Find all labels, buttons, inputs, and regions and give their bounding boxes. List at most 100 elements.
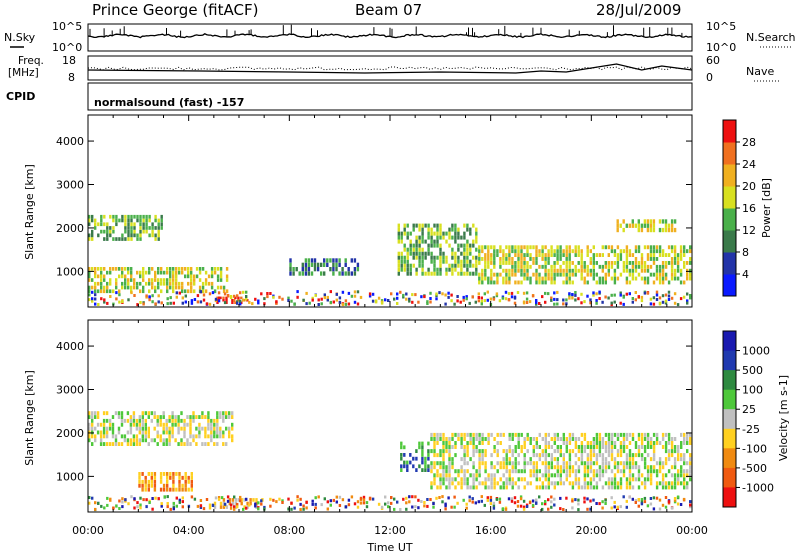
heatmap-cell xyxy=(535,268,538,273)
heatmap-cell xyxy=(492,504,496,508)
heatmap-cell xyxy=(323,296,326,300)
heatmap-cell xyxy=(562,453,565,458)
heatmap-cell xyxy=(634,461,638,466)
heatmap-cell xyxy=(689,261,692,265)
heatmap-cell xyxy=(622,268,626,273)
heatmap-cell xyxy=(320,262,323,267)
heatmap-cell xyxy=(610,261,614,265)
heatmap-cell xyxy=(142,302,145,306)
heatmap-cell xyxy=(439,243,442,248)
heatmap-cell xyxy=(332,267,335,272)
heatmap-cell xyxy=(178,483,181,488)
heatmap-cell xyxy=(88,267,91,271)
heatmap-cell xyxy=(583,261,586,265)
heatmap-cell xyxy=(403,445,406,450)
heatmap-cell xyxy=(448,465,451,470)
heatmap-cell xyxy=(559,253,562,257)
heatmap-cell xyxy=(601,276,604,281)
heatmap-cell xyxy=(105,442,109,446)
heatmap-cell xyxy=(508,249,511,254)
heatmap-cell xyxy=(403,263,406,268)
heatmap-cell xyxy=(571,465,575,470)
noise-spikes xyxy=(89,24,683,38)
heatmap-cell xyxy=(556,290,559,294)
heatmap-cell xyxy=(430,481,433,486)
heatmap-cell xyxy=(517,249,520,254)
heatmap-cell xyxy=(192,434,195,439)
heatmap-cell xyxy=(169,472,172,476)
heatmap-cell xyxy=(649,264,653,269)
heatmap-cell xyxy=(290,299,293,303)
heatmap-cell xyxy=(308,301,311,305)
heatmap-cell xyxy=(601,465,605,470)
heatmap-cell xyxy=(145,214,148,219)
heatmap-cell xyxy=(216,434,219,439)
heatmap-cell xyxy=(225,301,228,304)
heatmap-cell xyxy=(147,411,150,416)
heatmap-cell xyxy=(466,453,469,458)
heatmap-cell xyxy=(559,249,562,254)
heatmap-cell xyxy=(628,253,632,257)
heatmap-cell xyxy=(508,276,511,281)
y-tick-label: 1000 xyxy=(56,265,84,278)
heatmap-cell xyxy=(380,505,384,509)
heatmap-cell xyxy=(661,461,665,466)
heatmap-cell xyxy=(541,453,544,458)
heatmap-cell xyxy=(397,231,400,236)
heatmap-cell xyxy=(88,426,91,431)
heatmap-cell xyxy=(226,294,230,297)
heatmap-cell xyxy=(423,501,426,504)
heatmap-cell xyxy=(689,503,692,507)
colorbar-tick-label: 4 xyxy=(742,268,749,281)
heatmap-cell xyxy=(153,411,156,416)
heatmap-cell xyxy=(646,268,650,273)
heatmap-cell xyxy=(514,469,517,474)
heatmap-cell xyxy=(442,461,445,466)
heatmap-cell xyxy=(403,255,406,260)
heatmap-cell xyxy=(508,473,511,478)
heatmap-cell xyxy=(251,302,254,306)
heatmap-cell xyxy=(228,501,231,506)
heatmap-cell xyxy=(109,270,112,275)
heatmap-cell xyxy=(568,449,572,454)
heatmap-cell xyxy=(172,278,175,282)
heatmap-cell xyxy=(556,461,559,466)
heatmap-cell xyxy=(649,469,653,474)
heatmap-cell xyxy=(289,267,292,272)
heatmap-cell xyxy=(544,261,547,265)
heatmap-cell xyxy=(239,495,242,499)
colorbar-tick-label: -25 xyxy=(742,423,760,436)
heatmap-cell xyxy=(100,278,103,282)
heatmap-cell xyxy=(649,272,653,277)
heatmap-cell xyxy=(222,285,226,290)
heatmap-cell xyxy=(505,276,508,281)
heatmap-cell xyxy=(541,264,544,269)
heatmap-cell xyxy=(477,292,480,296)
heatmap-cell xyxy=(652,457,656,462)
heatmap-cell xyxy=(613,473,617,478)
heatmap-cell xyxy=(469,271,472,276)
heatmap-cell xyxy=(634,223,637,228)
heatmap-cell xyxy=(589,465,593,470)
heatmap-cell xyxy=(430,251,433,256)
heatmap-cell xyxy=(136,218,139,223)
heatmap-cell xyxy=(502,249,505,254)
heatmap-cell xyxy=(622,219,625,224)
heatmap-cell xyxy=(673,498,677,502)
power-heatmap-cells xyxy=(88,214,692,307)
heatmap-cell xyxy=(435,496,438,500)
heatmap-cell xyxy=(335,267,338,272)
heatmap-cell xyxy=(157,226,160,230)
heatmap-cell xyxy=(299,502,302,506)
heatmap-cell xyxy=(568,461,572,466)
heatmap-cell xyxy=(553,497,556,501)
heatmap-cell xyxy=(613,441,617,445)
heatmap-cell xyxy=(486,290,489,294)
heatmap-cell xyxy=(214,496,218,500)
heatmap-cell xyxy=(172,285,175,290)
heatmap-cell xyxy=(127,218,130,223)
heatmap-cell xyxy=(153,438,156,443)
heatmap-cell xyxy=(505,477,508,482)
colorbar-tick-label: 24 xyxy=(742,158,756,171)
heatmap-cell xyxy=(189,426,192,431)
